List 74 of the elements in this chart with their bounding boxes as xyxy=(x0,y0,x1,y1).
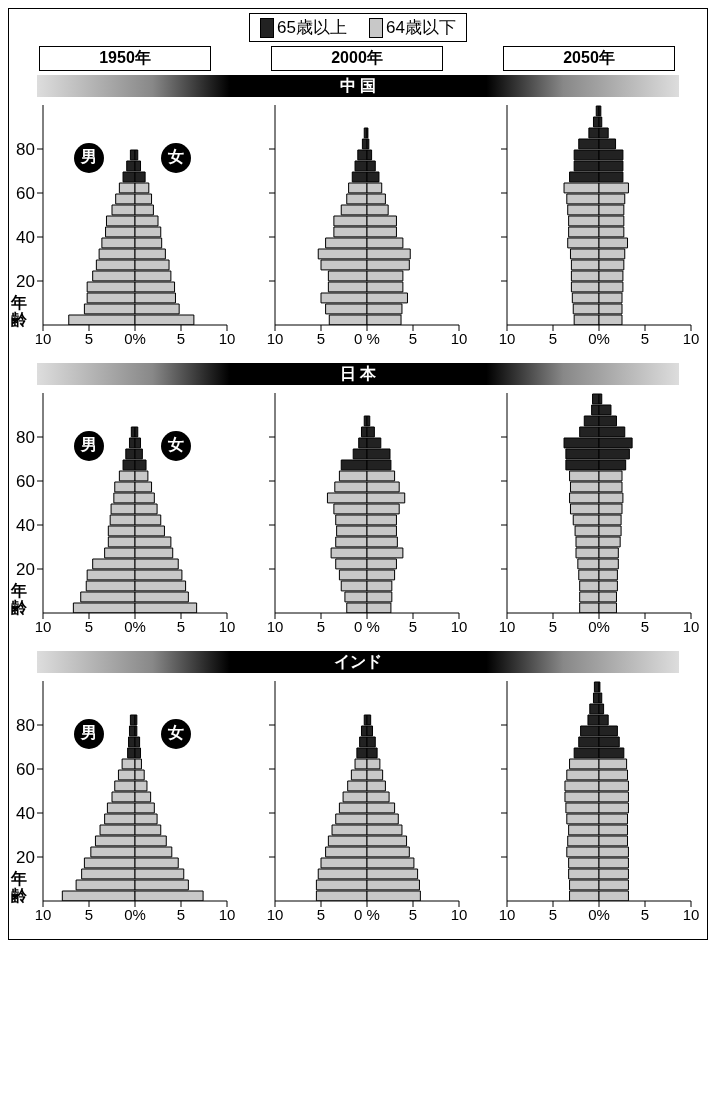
x-tick-label: 10 xyxy=(498,905,516,923)
annotation: 男 xyxy=(74,430,104,461)
y-axis-title: 年齢 xyxy=(11,870,28,905)
x-tick-label: 0% xyxy=(124,905,146,923)
y-tick-label: 40 xyxy=(16,516,35,536)
chart-subtitle: 1950年 xyxy=(39,46,211,71)
annotation: 女 xyxy=(161,430,192,461)
annotation: 女 xyxy=(161,142,192,173)
x-tick-label: 10 xyxy=(34,905,52,923)
y-tick-label: 80 xyxy=(16,716,35,736)
x-tick-label: 5 xyxy=(640,617,650,635)
x-tick-label: 5 xyxy=(408,329,418,347)
x-tick-label: 0 % xyxy=(354,329,380,347)
y-axis-title: 年齢 xyxy=(11,582,28,617)
x-tick-label: 0 % xyxy=(354,905,380,923)
chart-subtitle: 2050年 xyxy=(503,46,675,71)
x-tick-label: 5 xyxy=(640,905,650,923)
x-tick-label: 5 xyxy=(548,617,558,635)
x-tick-label: 10 xyxy=(450,329,468,347)
legend-label: 64歳以下 xyxy=(385,17,456,39)
x-tick-label: 5 xyxy=(316,329,326,347)
x-tick-label: 5 xyxy=(548,329,558,347)
x-tick-label: 0 % xyxy=(354,617,380,635)
annotation: 男 xyxy=(74,142,104,173)
x-tick-label: 5 xyxy=(84,329,94,347)
y-tick-label: 20 xyxy=(16,848,35,868)
x-tick-label: 5 xyxy=(316,617,326,635)
x-tick-label: 0% xyxy=(124,617,146,635)
y-tick-label: 20 xyxy=(16,560,35,580)
x-tick-label: 5 xyxy=(316,905,326,923)
y-tick-label: 20 xyxy=(16,272,35,292)
x-tick-label: 5 xyxy=(84,905,94,923)
y-tick-label: 60 xyxy=(16,184,35,204)
x-tick-label: 10 xyxy=(218,329,236,347)
x-tick-label: 10 xyxy=(34,617,52,635)
x-tick-label: 5 xyxy=(408,617,418,635)
y-tick-label: 80 xyxy=(16,428,35,448)
x-tick-label: 0% xyxy=(588,617,610,635)
x-tick-label: 0% xyxy=(124,329,146,347)
y-tick-label: 60 xyxy=(16,760,35,780)
legend-label: 65歳以上 xyxy=(276,17,347,39)
x-tick-label: 10 xyxy=(682,617,700,635)
y-tick-label: 40 xyxy=(16,228,35,248)
annotation: 男 xyxy=(74,718,104,749)
y-tick-label: 80 xyxy=(16,140,35,160)
x-tick-label: 0% xyxy=(588,329,610,347)
x-tick-label: 5 xyxy=(640,329,650,347)
chart-title: 中 国 xyxy=(37,75,679,97)
y-axis-title: 年齢 xyxy=(11,294,28,329)
x-tick-label: 10 xyxy=(218,905,236,923)
x-tick-label: 10 xyxy=(450,617,468,635)
x-tick-label: 10 xyxy=(450,905,468,923)
x-tick-label: 5 xyxy=(548,905,558,923)
x-tick-label: 0% xyxy=(588,905,610,923)
x-tick-label: 5 xyxy=(408,905,418,923)
x-tick-label: 10 xyxy=(682,329,700,347)
y-tick-label: 40 xyxy=(16,804,35,824)
x-tick-label: 10 xyxy=(266,617,284,635)
annotation: 女 xyxy=(161,718,192,749)
x-tick-label: 10 xyxy=(498,329,516,347)
x-tick-label: 5 xyxy=(84,617,94,635)
y-tick-label: 60 xyxy=(16,472,35,492)
x-tick-label: 5 xyxy=(176,617,186,635)
x-tick-label: 10 xyxy=(682,905,700,923)
chart-title: 日 本 xyxy=(37,363,679,385)
x-tick-label: 10 xyxy=(34,329,52,347)
x-tick-label: 10 xyxy=(266,905,284,923)
x-tick-label: 10 xyxy=(498,617,516,635)
x-tick-label: 10 xyxy=(218,617,236,635)
chart-title: インド xyxy=(37,651,679,673)
x-tick-label: 5 xyxy=(176,329,186,347)
x-tick-label: 5 xyxy=(176,905,186,923)
chart-subtitle: 2000年 xyxy=(271,46,443,71)
x-tick-label: 10 xyxy=(266,329,284,347)
